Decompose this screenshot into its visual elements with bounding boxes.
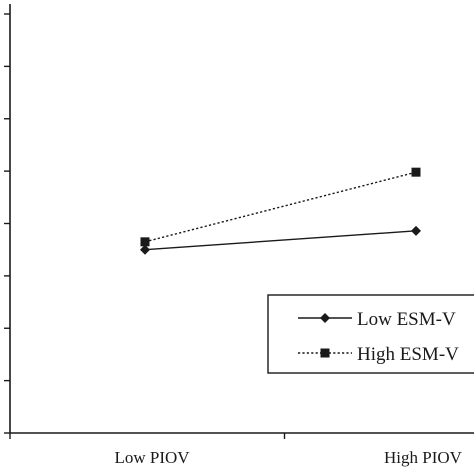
legend: Low ESM-V High ESM-V <box>267 294 474 374</box>
legend-label-0: Low ESM-V <box>357 309 456 330</box>
series-1-point-1 <box>411 167 421 177</box>
series-0-point-1 <box>411 225 421 236</box>
series-line-0 <box>144 230 417 251</box>
series-1-point-0 <box>140 237 150 247</box>
legend-box <box>267 294 474 374</box>
series-line-1 <box>144 171 417 243</box>
x-axis: Low PIOV High PIOV <box>9 432 474 467</box>
x-tick-label-0: Low PIOV <box>114 448 190 467</box>
legend-label-1: High ESM-V <box>357 344 459 365</box>
legend-marker-0 <box>320 313 330 323</box>
x-tick-label-1: High PIOV <box>384 448 463 467</box>
y-axis <box>4 4 11 434</box>
series-0-point-0 <box>140 244 150 255</box>
series-layer <box>140 167 421 255</box>
legend-marker-1 <box>320 348 330 358</box>
